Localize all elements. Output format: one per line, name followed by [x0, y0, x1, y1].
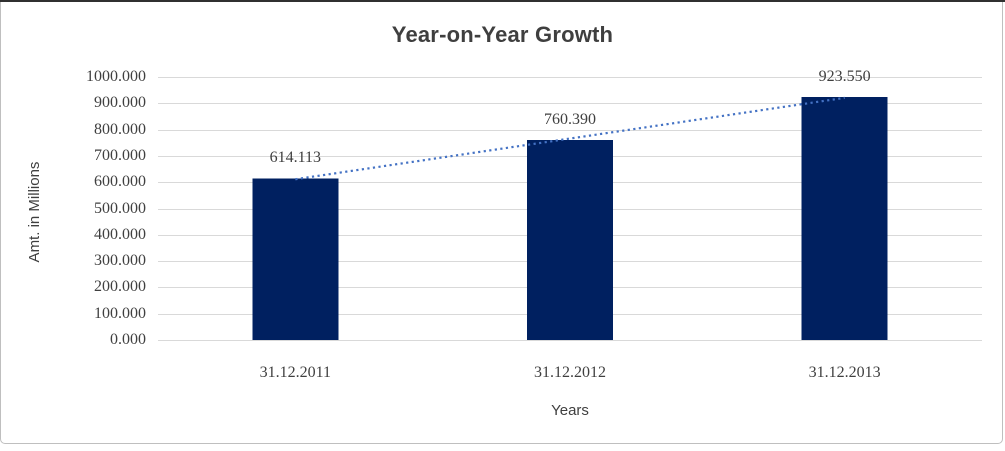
bar-data-label: 760.390: [544, 111, 596, 129]
frame-border: [0, 2, 1003, 444]
x-tick-label: 31.12.2011: [259, 364, 332, 381]
bar: [252, 178, 339, 340]
y-tick-label: 300.000: [94, 252, 146, 269]
bar: [801, 97, 888, 340]
chart-title: Year-on-Year Growth: [391, 22, 614, 47]
x-tick-label: 31.12.2012: [534, 364, 606, 381]
y-tick-label: 0.000: [110, 331, 146, 348]
frame-top-edge: [0, 0, 1005, 2]
y-tick-label: 100.000: [94, 305, 146, 322]
y-tick-label: 1000.000: [86, 68, 146, 85]
y-tick-label: 500.000: [94, 200, 146, 217]
y-tick-label: 600.000: [94, 173, 146, 190]
y-tick-label: 700.000: [94, 147, 146, 164]
y-tick-label: 200.000: [94, 278, 146, 295]
bar-data-label: 614.113: [269, 149, 322, 167]
y-tick-label: 900.000: [94, 94, 146, 111]
y-axis-title: Amt. in Millions: [26, 161, 43, 263]
bar-data-label: 923.550: [818, 68, 871, 86]
x-tick-label: 31.12.2013: [808, 364, 881, 381]
bar: [527, 140, 613, 340]
y-tick-label: 400.000: [94, 226, 146, 243]
x-axis-title: Years: [551, 402, 589, 419]
y-tick-label: 800.000: [94, 121, 146, 138]
